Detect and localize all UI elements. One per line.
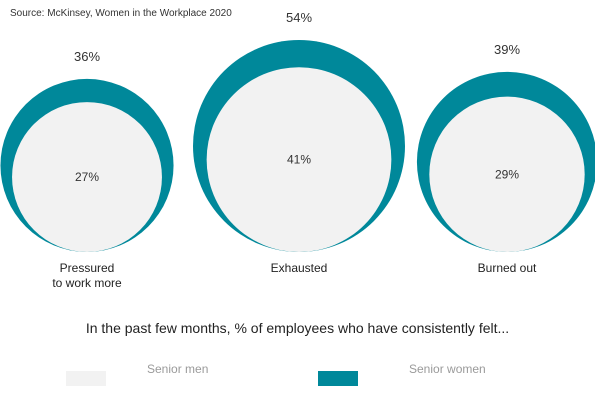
value-label-senior-women-burned-out: 39% — [494, 42, 520, 57]
category-label-pressured-to-work-more: Pressured to work more — [52, 261, 122, 290]
source-note: Source: McKinsey, Women in the Workplace… — [10, 8, 232, 19]
legend-label-senior-men: Senior men — [147, 362, 209, 376]
value-label-senior-women-exhausted: 54% — [286, 10, 312, 25]
value-label-senior-men-burned-out: 29% — [495, 167, 519, 181]
bubble-chart: 36% 27% Pressured to work more 54% 41% Exhaust… — [0, 10, 595, 290]
legend-swatch-senior-men — [66, 371, 106, 386]
category-label-burned-out: Burned out — [478, 261, 537, 275]
bubble-senior-men-burned-out — [429, 96, 585, 252]
legend-label-senior-women: Senior women — [409, 362, 486, 376]
bubble-senior-men-exhausted — [206, 67, 392, 253]
category-label-exhausted: Exhausted — [271, 261, 328, 275]
bubble-senior-men-pressured-to-work-more — [12, 102, 162, 253]
legend-swatch-senior-women — [318, 371, 358, 386]
chart-subtitle: In the past few months, % of employees w… — [85, 320, 510, 336]
value-label-senior-men-exhausted: 41% — [287, 153, 311, 167]
value-label-senior-women-pressured-to-work-more: 36% — [74, 49, 100, 64]
value-label-senior-men-pressured-to-work-more: 27% — [75, 170, 99, 184]
